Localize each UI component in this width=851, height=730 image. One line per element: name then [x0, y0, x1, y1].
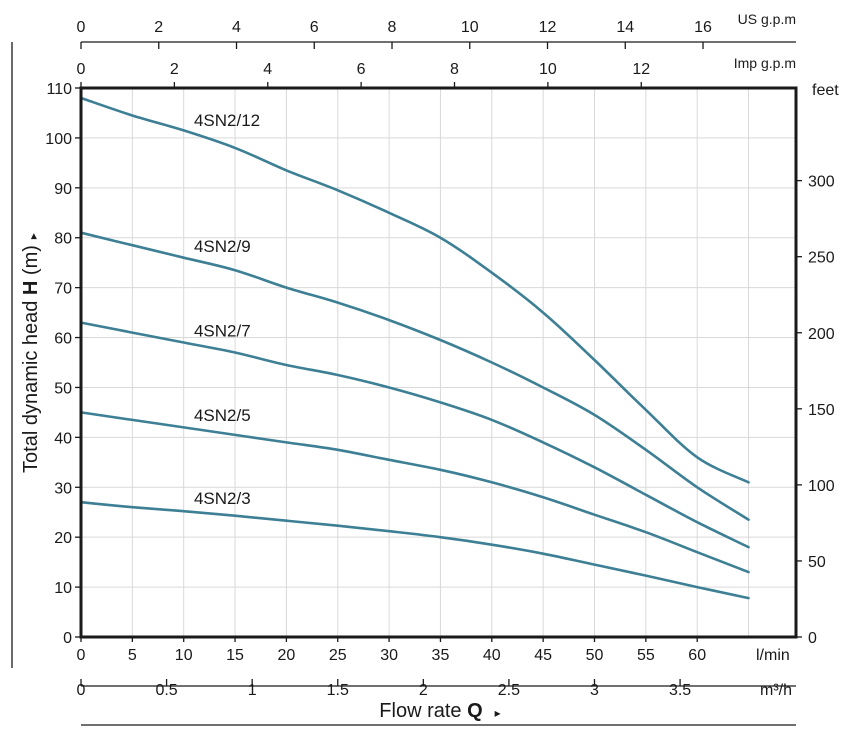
- y-axis-title-text: Total dynamic head: [20, 295, 42, 473]
- series-label: 4SN2/3: [194, 489, 251, 508]
- y-tick-label: 10: [54, 580, 72, 597]
- y-tick-label: 100: [45, 131, 72, 148]
- lmin-tick-label: 55: [637, 647, 655, 664]
- lmin-tick-label: 35: [432, 647, 450, 664]
- lmin-tick-label: 60: [688, 647, 706, 664]
- us-gpm-unit-label: US g.p.m: [738, 11, 796, 27]
- pump-curve: [79, 96, 750, 484]
- feet-tick-label: 100: [808, 478, 835, 495]
- x-axis-title-text: Flow rate: [379, 700, 467, 722]
- imp-gpm-tick-label: 12: [632, 61, 650, 78]
- lmin-tick-label: 20: [278, 647, 296, 664]
- x-axis-arrow-icon: ▸: [495, 706, 501, 720]
- lmin-tick-label: 15: [226, 647, 244, 664]
- feet-tick-label: 200: [808, 326, 835, 343]
- feet-tick-label: 300: [808, 174, 835, 191]
- x-axis-title: Flow rate Q ▸: [379, 700, 500, 722]
- lmin-tick-label: 45: [534, 647, 552, 664]
- lmin-tick-label: 10: [175, 647, 193, 664]
- m3h-unit-label: m³/h: [760, 682, 792, 699]
- series-label: 4SN2/12: [194, 111, 260, 130]
- imp-gpm-tick-label: 10: [539, 61, 557, 78]
- y-tick-label: 90: [54, 181, 72, 198]
- feet-tick-label: 0: [808, 630, 817, 647]
- y-axis-unit: (m): [20, 245, 42, 281]
- lmin-unit-label: l/min: [756, 647, 790, 664]
- y-tick-label: 60: [54, 331, 72, 348]
- series-label: 4SN2/5: [194, 406, 251, 425]
- y-tick-label: 20: [54, 530, 72, 547]
- us-gpm-tick-label: 0: [77, 19, 86, 36]
- lmin-tick-label: 0: [77, 647, 86, 664]
- y-axis-arrow-icon: ▸: [26, 233, 40, 239]
- us-gpm-tick-label: 12: [539, 19, 557, 36]
- series-labels: 4SN2/12 4SN2/9 4SN2/7 4SN2/5 4SN2/3: [194, 111, 260, 508]
- us-gpm-tick-label: 2: [154, 19, 163, 36]
- y-tick-label: 50: [54, 380, 72, 397]
- pump-curves: [79, 96, 750, 600]
- lmin-tick-label: 25: [329, 647, 347, 664]
- pump-curve: [79, 231, 750, 521]
- m3h-tick-label: 2.5: [498, 682, 520, 699]
- imp-gpm-tick-label: 2: [170, 61, 179, 78]
- us-gpm-tick-label: 6: [310, 19, 319, 36]
- y-axis-title: Total dynamic head H (m) ▸: [20, 233, 42, 473]
- feet-unit-label: feet: [812, 82, 839, 99]
- us-gpm-tick-label: 4: [232, 19, 241, 36]
- m3h-tick-label: 1: [248, 682, 257, 699]
- imp-gpm-tick-label: 4: [263, 61, 272, 78]
- us-gpm-tick-label: 8: [388, 19, 397, 36]
- us-gpm-tick-label: 10: [461, 19, 479, 36]
- pump-curve: [79, 500, 750, 600]
- plot-frame: [79, 86, 798, 639]
- imp-gpm-tick-label: 6: [357, 61, 366, 78]
- y-tick-label: 110: [46, 81, 72, 98]
- pump-curve: [79, 411, 750, 574]
- tick-labels: 0102030405060708090100110050100150200250…: [45, 19, 835, 699]
- x-axis-symbol: Q: [467, 700, 483, 722]
- y-tick-label: 0: [63, 630, 72, 647]
- grid-lines: [81, 88, 796, 637]
- imp-gpm-unit-label: Imp g.p.m: [734, 55, 796, 71]
- tick-marks: [75, 42, 802, 686]
- y-tick-label: 30: [54, 480, 72, 497]
- imp-gpm-tick-label: 0: [77, 61, 86, 78]
- lmin-tick-label: 5: [128, 647, 137, 664]
- series-label: 4SN2/7: [194, 322, 251, 341]
- m3h-tick-label: 3.5: [669, 682, 691, 699]
- m3h-tick-label: 2: [419, 682, 428, 699]
- y-tick-label: 70: [54, 281, 72, 298]
- m3h-tick-label: 3: [590, 682, 599, 699]
- y-axis-symbol: H: [20, 281, 42, 295]
- y-tick-label: 40: [54, 430, 72, 447]
- m3h-tick-label: 0.5: [155, 682, 177, 699]
- imp-gpm-tick-label: 8: [450, 61, 459, 78]
- us-gpm-tick-label: 16: [694, 19, 712, 36]
- feet-tick-label: 250: [808, 250, 835, 267]
- feet-tick-label: 150: [808, 402, 835, 419]
- lmin-tick-label: 40: [483, 647, 501, 664]
- feet-tick-label: 50: [808, 554, 826, 571]
- series-label: 4SN2/9: [194, 237, 251, 256]
- pump-curve: [79, 321, 750, 549]
- m3h-tick-label: 1.5: [327, 682, 349, 699]
- lmin-tick-label: 50: [586, 647, 604, 664]
- us-gpm-tick-label: 14: [616, 19, 634, 36]
- lmin-tick-label: 30: [380, 647, 398, 664]
- m3h-tick-label: 0: [77, 682, 86, 699]
- y-tick-label: 80: [54, 231, 72, 248]
